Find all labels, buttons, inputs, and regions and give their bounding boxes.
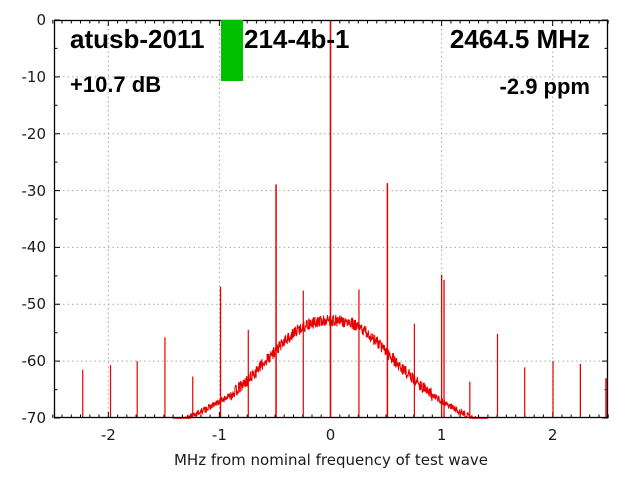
plot-border bbox=[53, 19, 609, 419]
power-marker-bar bbox=[221, 20, 243, 81]
